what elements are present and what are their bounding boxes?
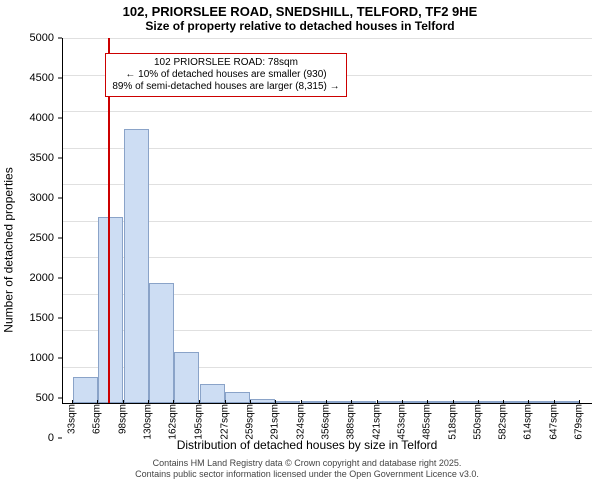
x-tick-label: 98sqm [118, 404, 129, 434]
x-tick-label: 453sqm [396, 404, 407, 440]
x-tick-label: 227sqm [219, 404, 230, 440]
x-tick-label: 518sqm [448, 404, 459, 440]
histogram-bar [200, 384, 225, 403]
x-tick-label: 65sqm [92, 404, 103, 434]
annotation-line-1: 102 PRIORSLEE ROAD: 78sqm [112, 57, 339, 69]
x-tick-label: 485sqm [422, 404, 433, 440]
x-tick-label: 33sqm [67, 404, 78, 434]
gridline [63, 38, 592, 39]
x-tick-label: 162sqm [168, 404, 179, 440]
x-tick-label: 679sqm [574, 404, 585, 440]
y-axis-label: Number of detached properties [2, 167, 16, 332]
histogram-bar [453, 401, 478, 403]
x-tick-label: 550sqm [473, 404, 484, 440]
x-tick-label: 324sqm [295, 404, 306, 440]
page-subtitle: Size of property relative to detached ho… [0, 19, 600, 35]
x-tick-label: 356sqm [320, 404, 331, 440]
histogram-bar [73, 377, 98, 403]
histogram-bar [124, 129, 149, 403]
y-tick-label: 500 [36, 392, 54, 404]
histogram-bar [98, 217, 123, 403]
x-tick-label: 582sqm [498, 404, 509, 440]
y-tick-label: 4000 [30, 112, 54, 124]
plot-area: 102 PRIORSLEE ROAD: 78sqm← 10% of detach… [62, 38, 592, 404]
x-tick-label: 647sqm [549, 404, 560, 440]
histogram-bar [275, 401, 300, 403]
x-axis: 33sqm 65sqm 98sqm 130sqm 162sqm 195sqm 227sqm 2… [62, 404, 592, 438]
gridline [63, 111, 592, 112]
x-tick-label: 421sqm [371, 404, 382, 440]
annotation-line-2: ← 10% of detached houses are smaller (93… [112, 69, 339, 81]
histogram-bar [478, 401, 503, 403]
credit-line-1: Contains HM Land Registry data © Crown c… [18, 458, 596, 469]
annotation-line-3: 89% of semi-detached houses are larger (… [112, 81, 339, 93]
y-tick-label: 1000 [30, 352, 54, 364]
histogram-bar [250, 399, 275, 403]
x-tick-label: 130sqm [143, 404, 154, 440]
histogram-bar [225, 392, 250, 403]
y-tick-label: 1500 [30, 312, 54, 324]
x-tick-label: 388sqm [345, 404, 356, 440]
histogram-bar [301, 401, 326, 403]
histogram-bar [149, 283, 174, 403]
y-tick-label: 4500 [30, 72, 54, 84]
histogram-bar [529, 401, 554, 403]
y-tick-label: 3000 [30, 192, 54, 204]
histogram-bar [503, 401, 528, 403]
chart-page: 102, PRIORSLEE ROAD, SNEDSHILL, TELFORD,… [0, 0, 600, 500]
x-tick-label: 195sqm [194, 404, 205, 440]
histogram-bar [402, 401, 427, 403]
chart-area: 0500100015002000250030003500400045005000… [18, 38, 596, 438]
x-tick-label: 259sqm [244, 404, 255, 440]
histogram-bar [427, 401, 452, 403]
histogram-bar [326, 401, 351, 403]
page-title: 102, PRIORSLEE ROAD, SNEDSHILL, TELFORD,… [0, 0, 600, 19]
x-axis-label: Distribution of detached houses by size … [18, 438, 596, 452]
y-axis-label-wrap: Number of detached properties [0, 0, 18, 500]
y-axis: 0500100015002000250030003500400045005000 [18, 38, 58, 438]
credits: Contains HM Land Registry data © Crown c… [18, 458, 596, 480]
y-tick-label: 5000 [30, 32, 54, 44]
x-tick-label: 291sqm [269, 404, 280, 440]
x-tick-label: 614sqm [523, 404, 534, 440]
histogram-bar [351, 401, 376, 403]
y-tick-label: 2500 [30, 232, 54, 244]
annotation-box: 102 PRIORSLEE ROAD: 78sqm← 10% of detach… [105, 53, 346, 97]
footer: Distribution of detached houses by size … [18, 438, 596, 500]
y-tick-label: 3500 [30, 152, 54, 164]
histogram-bar [174, 352, 199, 403]
histogram-bar [377, 401, 402, 403]
credit-line-2: Contains public sector information licen… [18, 469, 596, 480]
histogram-bar [554, 401, 579, 403]
y-tick-label: 2000 [30, 272, 54, 284]
